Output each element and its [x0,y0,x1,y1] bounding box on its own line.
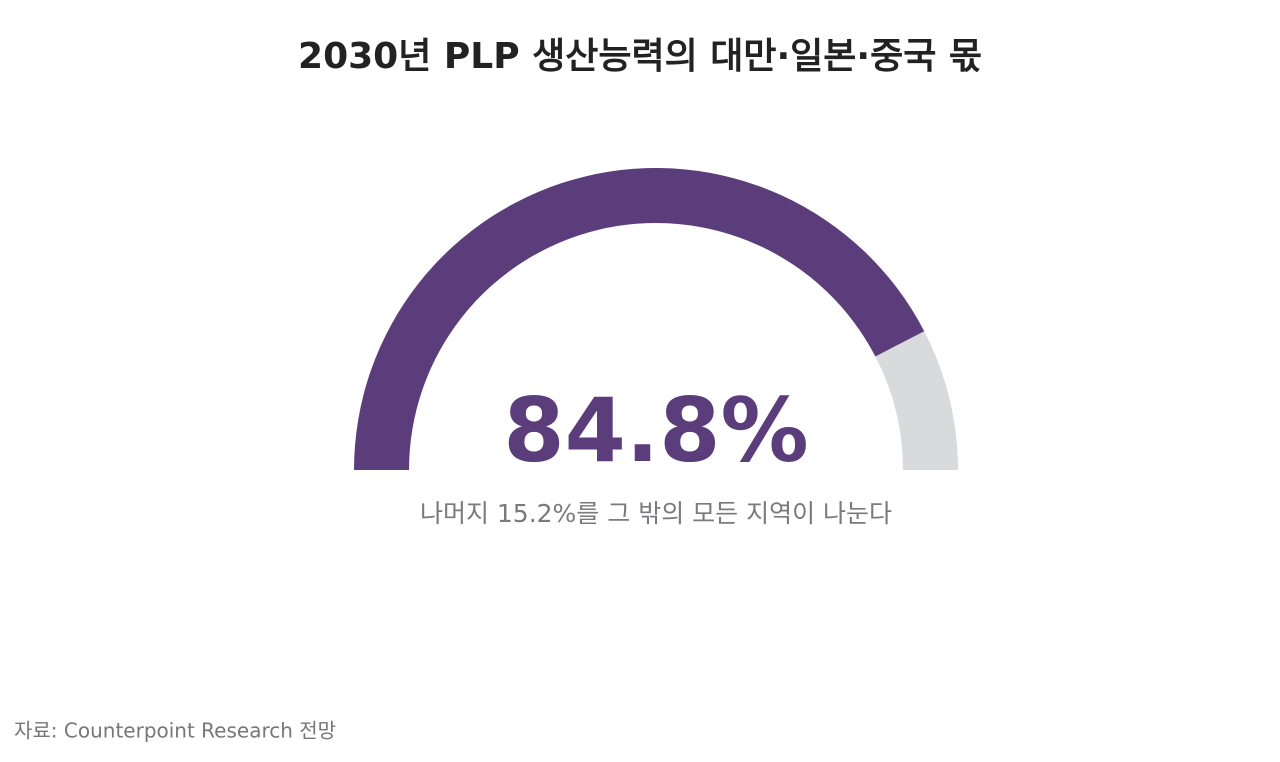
value-label: 84.8% [503,379,808,482]
chart-title: 2030년 PLP 생산능력의 대만·일본·중국 몫 [298,36,982,77]
gauge-track [875,331,958,470]
source: 자료: Counterpoint Research 전망 [14,719,336,743]
gauge-value [354,167,925,470]
gauge [354,167,958,470]
subtitle: 나머지 15.2%를 그 밖의 모든 지역이 나눈다 [420,499,892,528]
